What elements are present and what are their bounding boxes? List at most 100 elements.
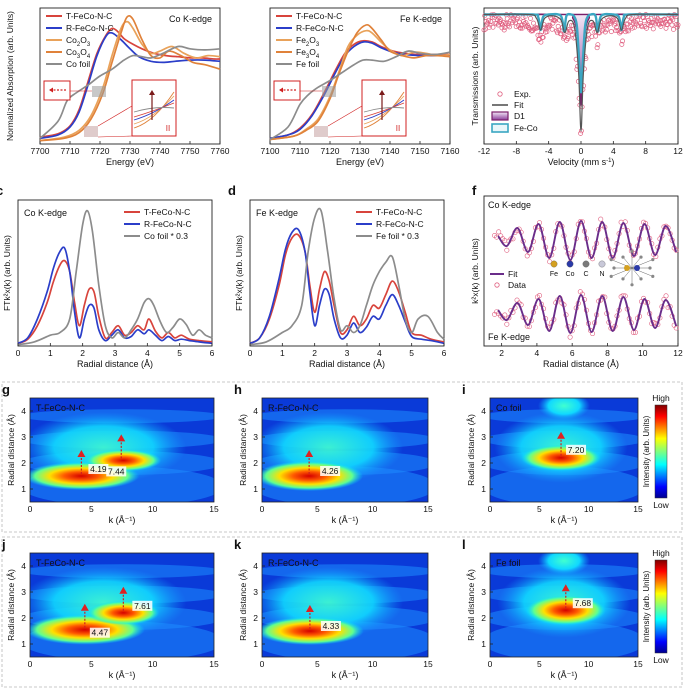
legend-label: R-FeCo-N-C: [66, 23, 114, 33]
exp-point: [504, 16, 510, 22]
exp-point: [502, 25, 508, 30]
legend-label: R-FeCo-N-C: [376, 219, 424, 229]
formula-part: 2: [77, 42, 80, 48]
y-tick-label: 1: [21, 484, 26, 494]
y-tick-label: 2: [253, 458, 258, 468]
heatmap-g: [29, 397, 215, 503]
legend-label: Data: [508, 280, 526, 290]
panel-letter: g: [2, 382, 10, 397]
heatmap-field: [262, 553, 428, 657]
exp-point: [544, 29, 550, 35]
panel-title: R-FeCo-N-C: [268, 403, 319, 413]
y-axis-label: Radial distance (Å): [238, 414, 248, 486]
legend-swatch: [494, 282, 500, 288]
exp-point: [486, 24, 492, 30]
inset-curve: [133, 99, 175, 121]
data-point: [536, 293, 542, 299]
formula-part: Co: [66, 47, 77, 57]
legend-label: R-FeCo-N-C: [144, 219, 192, 229]
data-point: [600, 294, 606, 300]
exp-point: [566, 34, 572, 40]
x-tick-label: -12: [478, 146, 491, 156]
x-axis-label: k (Å⁻¹): [551, 515, 578, 525]
formula-part: Fe foil: [296, 59, 319, 69]
axes-frame: [489, 397, 639, 503]
zoom-region: [84, 126, 98, 137]
legend-label: Fe2O3: [296, 35, 320, 48]
formula-part: 3: [316, 42, 320, 48]
x-tick-label: 7760: [211, 146, 230, 156]
x-tick-label: 15: [423, 659, 433, 669]
x-tick-label: 12: [673, 348, 683, 358]
exp-point: [487, 22, 493, 28]
exp-point: [488, 19, 494, 25]
colorbar: [654, 404, 668, 499]
peak-label-bg: [320, 621, 341, 631]
series-line-co2o3: [39, 20, 221, 142]
x-tick-label: 0: [488, 659, 493, 669]
x-tick-label: 5: [409, 348, 414, 358]
exp-point: [623, 29, 629, 35]
y-axis-label: Radial distance (Å): [238, 569, 248, 641]
x-tick-label: 0: [260, 659, 265, 669]
atom-label: C: [583, 271, 588, 278]
colorbar-high: High: [652, 393, 670, 403]
x-tick-label: 0: [28, 504, 33, 514]
arrow-head: [149, 90, 155, 95]
unit-end: ): [611, 157, 614, 167]
series-line-r-feco-n-c: [39, 31, 221, 140]
exp-point: [605, 18, 611, 23]
panel-letter: d: [228, 183, 236, 198]
y-tick-label: 2: [253, 613, 258, 623]
x-tick-label: 1: [280, 348, 285, 358]
y-axis-label: Radial distance (Å): [466, 414, 476, 486]
x-tick-label: 2: [312, 348, 317, 358]
molecule-atom: [609, 258, 613, 262]
exp-point: [519, 25, 525, 31]
peak-label: 4.26: [322, 466, 339, 476]
exp-point: [558, 31, 564, 37]
molecule-atom: [648, 266, 652, 270]
exp-point: [654, 18, 660, 24]
exp-point: [524, 22, 530, 28]
arrow-head: [77, 450, 86, 457]
inset-curve: [133, 102, 175, 118]
x-tick-label: 15: [423, 504, 433, 514]
x-tick-label: 7130: [351, 146, 370, 156]
group-border: [1, 381, 683, 533]
exp-point: [540, 34, 546, 40]
exp-point: [490, 24, 496, 30]
data-point: [610, 255, 616, 261]
x-tick-label: 4: [535, 348, 540, 358]
molecule-atom: [621, 255, 625, 259]
peak-label-bg: [88, 464, 109, 474]
series-line-fe-foil: [269, 50, 451, 141]
molecule-atom: [651, 274, 655, 278]
exp-point: [568, 29, 574, 34]
inset-curve: [363, 102, 405, 118]
exp-point: [626, 28, 632, 34]
colorbar-label: Intensity (arb. Units): [642, 415, 651, 487]
y-axis-label: Radial distance (Å): [466, 569, 476, 641]
series-line-co3o4: [39, 14, 221, 142]
y-tick-label: 2: [481, 613, 486, 623]
x-tick-label: 7750: [181, 146, 200, 156]
exp-point: [671, 26, 676, 32]
x-tick-label: 4: [611, 146, 616, 156]
peak-label-bg: [320, 466, 341, 476]
atom-icon: [582, 260, 590, 268]
exp-point: [608, 29, 614, 35]
molecule-co: [634, 265, 640, 271]
x-tick-label: 8: [643, 146, 648, 156]
zoom-connector: [97, 135, 133, 138]
y-tick-label: 3: [481, 432, 486, 442]
molecule-atom: [621, 277, 625, 281]
arrow-head: [305, 450, 314, 457]
arrow-head: [279, 87, 283, 93]
x-tick-label: 10: [584, 504, 594, 514]
exp-point: [530, 20, 536, 26]
x-axis-label: k (Å⁻¹): [551, 670, 578, 680]
legend-label: Fe3O4: [296, 47, 320, 60]
exp-point: [589, 34, 595, 40]
